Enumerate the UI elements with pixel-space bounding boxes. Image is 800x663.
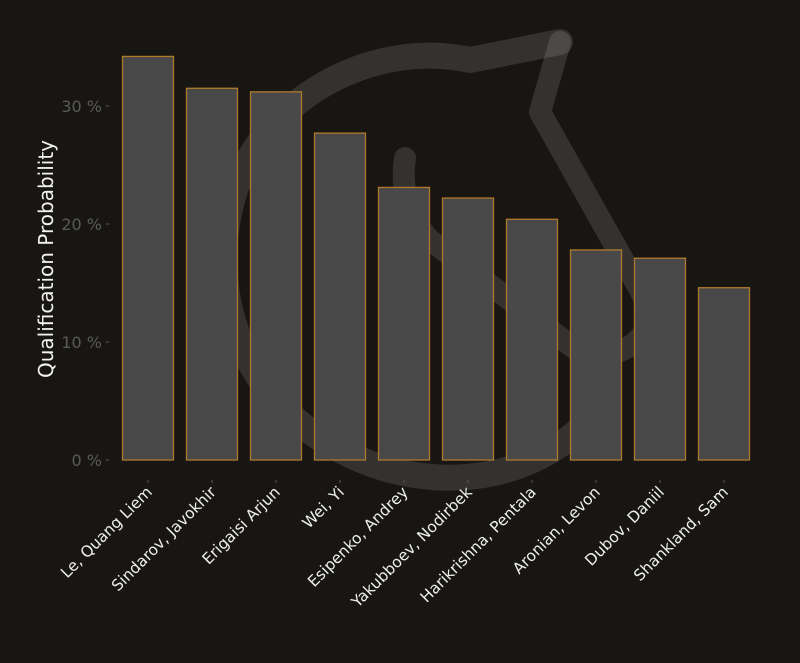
y-tick-label: 20 % — [61, 215, 102, 234]
bar — [569, 249, 623, 461]
bar — [121, 55, 175, 461]
x-tick-label: Wei, Yi — [299, 483, 348, 532]
bar — [505, 218, 559, 461]
bar — [633, 257, 687, 461]
y-tick-label: 0 % — [72, 451, 102, 470]
x-tick-label: Yakubboev, Nodirbek — [347, 483, 476, 612]
bar — [185, 87, 239, 461]
bar — [441, 197, 495, 461]
y-axis-label: Qualification Probability — [34, 140, 58, 378]
y-tick-label: 30 % — [61, 97, 102, 116]
bar — [377, 186, 431, 461]
y-tick-label: 10 % — [61, 333, 102, 352]
x-tick-label: Harikrishna, Pentala — [417, 483, 540, 606]
x-tick-label: Sindarov, Javokhir — [108, 483, 220, 595]
y-axis: 0 % 10 % 20 % 30 % — [61, 97, 109, 470]
bar — [313, 132, 367, 461]
bar — [697, 287, 751, 461]
bar-series — [121, 55, 751, 461]
bar — [249, 91, 303, 461]
